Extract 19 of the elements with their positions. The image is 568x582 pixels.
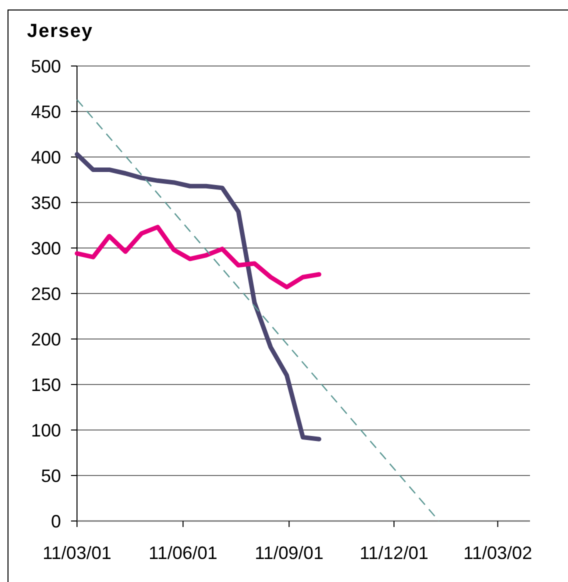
- y-tick-label: 250: [30, 284, 61, 304]
- y-tick-label: 450: [30, 102, 61, 122]
- x-tick-label: 11/03/02: [463, 543, 532, 563]
- y-tick-label: 400: [30, 147, 61, 168]
- x-tick-label: 11/03/01: [42, 543, 112, 563]
- line-series: [74, 224, 322, 290]
- y-tick-label: 0: [50, 511, 61, 532]
- y-tick-label: 200: [30, 329, 61, 350]
- y-tick-label: 150: [30, 374, 61, 395]
- x-tick-label: 11/06/01: [148, 543, 218, 563]
- chart-title: Jersey: [27, 21, 94, 42]
- y-tick-label: 300: [30, 238, 61, 258]
- y-tick-label: 350: [30, 192, 61, 213]
- x-tick-label: 11/12/01: [360, 543, 428, 563]
- x-tick-label: 11/09/01: [254, 543, 324, 563]
- y-tick-label: 500: [30, 56, 61, 76]
- line-series: [74, 152, 322, 442]
- y-tick-label: 50: [40, 466, 61, 486]
- y-tick-label: 100: [30, 420, 61, 440]
